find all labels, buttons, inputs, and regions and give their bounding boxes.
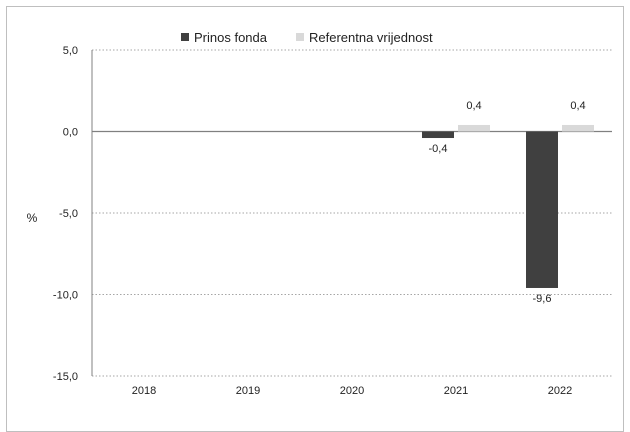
y-axis-title: % xyxy=(27,211,38,225)
y-tick-label: 5,0 xyxy=(63,45,78,57)
x-tick-label: 2019 xyxy=(236,385,260,397)
axes: 5,0 0,0 -5,0 -10,0 -15,0% 2018 2019 2020 2021 202… xyxy=(27,45,612,397)
y-tick-label: -15,0 xyxy=(53,371,78,383)
data-label: -9,6 xyxy=(533,293,552,305)
x-tick-label: 2020 xyxy=(340,385,364,397)
y-tick-label: -5,0 xyxy=(59,208,78,220)
legend: Prinos fonda Referentna vrijednost xyxy=(181,30,433,45)
legend-label: Prinos fonda xyxy=(194,30,268,45)
x-tick-label: 2018 xyxy=(132,385,156,397)
legend-swatch xyxy=(296,33,304,41)
y-tick-label: 0,0 xyxy=(63,127,78,139)
bar xyxy=(526,131,558,288)
data-label: -0,4 xyxy=(429,143,448,155)
legend-swatch xyxy=(181,33,189,41)
y-tick-label: -10,0 xyxy=(53,290,78,302)
chart-frame xyxy=(6,6,624,432)
bar xyxy=(422,131,454,139)
gridlines xyxy=(92,49,612,377)
data-labels: -0,4 0,4 -9,6 0,4 xyxy=(429,100,586,305)
bars xyxy=(422,124,594,288)
x-tick-label: 2021 xyxy=(444,385,468,397)
x-tick-label: 2022 xyxy=(548,385,572,397)
data-label: 0,4 xyxy=(570,100,585,112)
bar xyxy=(562,124,594,132)
data-label: 0,4 xyxy=(466,100,481,112)
bar xyxy=(458,124,490,132)
legend-label: Referentna vrijednost xyxy=(309,30,433,45)
